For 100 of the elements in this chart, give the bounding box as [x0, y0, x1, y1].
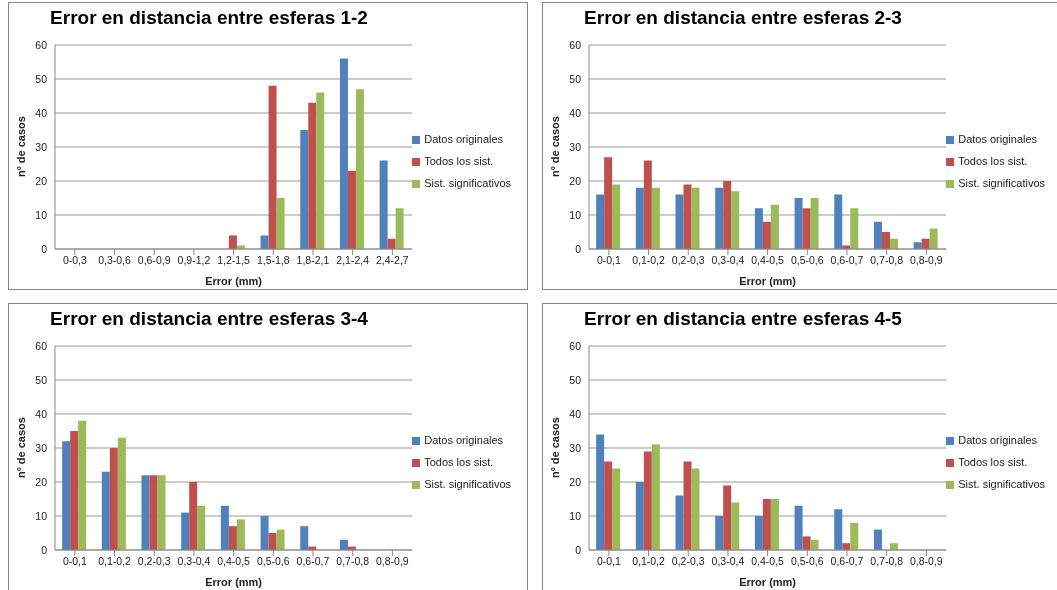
- bar: [347, 170, 356, 249]
- y-tick-label: 30: [35, 140, 48, 153]
- bar: [691, 468, 700, 550]
- bar: [228, 526, 237, 550]
- x-tick-label: 0,7-0,8: [870, 555, 904, 568]
- bar: [754, 208, 763, 249]
- x-tick-label: 0,2-0,3: [137, 555, 171, 568]
- x-tick-label: 0,7-0,8: [336, 555, 370, 568]
- y-tick-label: 30: [569, 441, 582, 454]
- x-tick-label: 0,6-0,7: [830, 254, 864, 267]
- y-tick-label: 50: [569, 373, 582, 386]
- y-tick-label: 20: [35, 475, 48, 488]
- bar: [189, 482, 198, 550]
- bar: [308, 102, 317, 249]
- x-tick-label: 0,9-1,2: [177, 254, 211, 267]
- legend-label: Sist. significativos: [424, 478, 511, 490]
- legend-label: Datos originales: [424, 434, 504, 446]
- bar: [850, 208, 859, 249]
- x-tick-label: 0,3-0,4: [711, 254, 745, 267]
- bar: [834, 509, 843, 550]
- bar: [810, 198, 819, 249]
- bar: [355, 89, 364, 249]
- x-tick-label: 0,8-0,9: [909, 555, 943, 568]
- legend-label: Todos los sist.: [424, 155, 494, 167]
- bar: [260, 516, 269, 550]
- bar: [596, 194, 605, 249]
- bar: [929, 228, 938, 249]
- bar: [604, 461, 613, 550]
- bar: [149, 475, 158, 550]
- y-tick-label: 40: [569, 106, 582, 119]
- bar: [276, 529, 285, 550]
- bar: [117, 437, 126, 550]
- bar: [770, 204, 779, 249]
- x-tick-label: 0,6-0,9: [137, 254, 171, 267]
- y-axis-title: nº de casos: [548, 116, 561, 177]
- legend-label: Todos los sist.: [958, 155, 1028, 167]
- bar: [101, 471, 110, 550]
- y-tick-label: 60: [35, 38, 48, 51]
- x-tick-label: 1,8-2,1: [296, 254, 330, 267]
- y-tick-label: 50: [35, 72, 48, 85]
- bar: [268, 533, 277, 550]
- x-tick-label: 0,4-0,5: [751, 555, 785, 568]
- x-tick-label: 1,5-1,8: [256, 254, 290, 267]
- y-tick-label: 0: [41, 242, 48, 255]
- bar: [220, 505, 229, 550]
- y-tick-label: 10: [569, 208, 582, 221]
- bar: [197, 505, 206, 550]
- x-axis-title: Error (mm): [205, 275, 263, 287]
- bar: [754, 516, 763, 550]
- y-tick-label: 10: [35, 208, 48, 221]
- y-tick-label: 40: [35, 106, 48, 119]
- x-tick-label: 2,4-2,7: [375, 254, 409, 267]
- legend-label: Sist. significativos: [958, 177, 1045, 189]
- legend-label: Datos originales: [424, 133, 504, 145]
- x-tick-label: 0-0,1: [62, 555, 87, 568]
- x-tick-label: 0,3-0,4: [711, 555, 745, 568]
- bar: [770, 499, 779, 550]
- bar: [612, 468, 621, 550]
- bar: [723, 485, 732, 550]
- bar: [70, 431, 79, 550]
- x-tick-label: 0,6-0,7: [830, 555, 864, 568]
- bar: [715, 187, 724, 249]
- bar: [802, 536, 811, 550]
- bar: [78, 420, 87, 550]
- x-tick-label: 0,2-0,3: [671, 254, 705, 267]
- bar: [635, 187, 644, 249]
- y-tick-label: 10: [35, 509, 48, 522]
- y-tick-label: 0: [575, 242, 582, 255]
- legend-label: Sist. significativos: [424, 177, 511, 189]
- bar: [873, 221, 882, 249]
- bar: [228, 235, 237, 249]
- y-tick-label: 30: [35, 441, 48, 454]
- legend-label: Datos originales: [958, 133, 1038, 145]
- bar: [723, 181, 732, 249]
- y-axis-title: nº de casos: [548, 417, 561, 478]
- x-axis-title: Error (mm): [205, 576, 263, 588]
- bar: [675, 495, 684, 550]
- y-tick-label: 0: [575, 543, 582, 556]
- bar: [395, 208, 404, 249]
- bar: [731, 502, 740, 550]
- bar: [675, 194, 684, 249]
- chart-title: Error en distancia entre esferas 3-4: [49, 308, 369, 330]
- bar: [316, 92, 325, 249]
- x-tick-label: 0,4-0,5: [217, 555, 251, 568]
- x-tick-label: 0,5-0,6: [256, 555, 290, 568]
- bar: [300, 526, 309, 550]
- x-axis-title: Error (mm): [739, 576, 797, 588]
- y-tick-label: 0: [41, 543, 48, 556]
- bar: [236, 519, 245, 550]
- x-tick-label: 1,2-1,5: [217, 254, 251, 267]
- legend-label: Todos los sist.: [958, 456, 1028, 468]
- y-tick-label: 40: [35, 407, 48, 420]
- x-tick-label: 0,1-0,2: [632, 555, 666, 568]
- y-tick-label: 60: [569, 38, 582, 51]
- x-tick-label: 0,2-0,3: [671, 555, 705, 568]
- bar: [881, 232, 890, 249]
- x-tick-label: 0,5-0,6: [790, 254, 824, 267]
- bar: [715, 516, 724, 550]
- bar: [181, 512, 190, 550]
- y-tick-label: 20: [569, 475, 582, 488]
